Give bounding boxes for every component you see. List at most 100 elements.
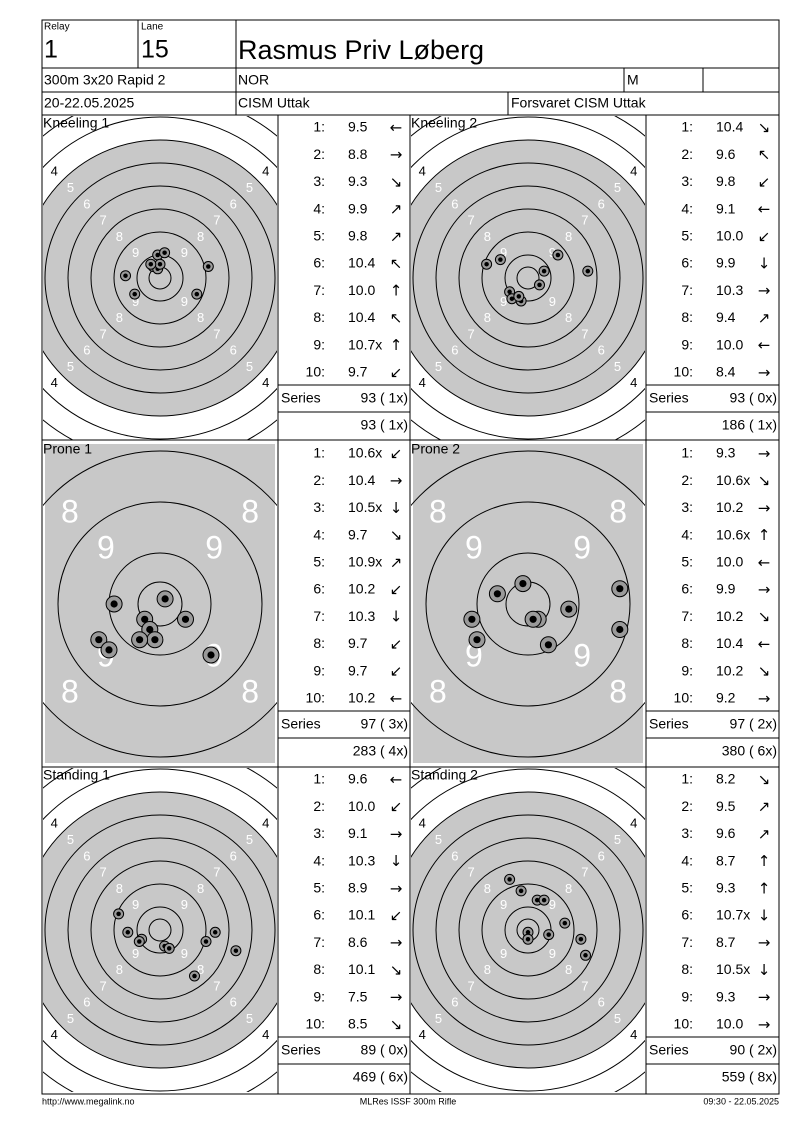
target-face	[413, 444, 643, 763]
ring-number: 4	[262, 375, 269, 390]
shot-number: 6:	[681, 907, 693, 923]
ring-number: 6	[83, 848, 90, 863]
ring	[504, 254, 552, 302]
shot-direction: ↑	[758, 852, 771, 870]
shot-score: 10.7x	[348, 336, 382, 352]
shot-center	[583, 953, 588, 958]
ring-number: 8	[116, 310, 123, 325]
shot-score: 8.2	[716, 771, 736, 787]
ring-number: 9	[181, 946, 188, 961]
shot-direction: →	[390, 146, 403, 164]
shot-center	[161, 595, 169, 603]
ring-number: 4	[630, 375, 637, 390]
shot-center	[207, 651, 215, 659]
ring-number: 8	[484, 881, 491, 896]
shot-score: 9.3	[716, 445, 736, 461]
shot-score: 8.5	[348, 1016, 368, 1032]
shot-center	[507, 877, 512, 882]
shot-direction: ↓	[758, 961, 771, 979]
ring-number: 9	[205, 529, 223, 565]
shot-score: 9.7	[348, 662, 368, 678]
shot-number: 2:	[313, 146, 325, 162]
ring-number: 7	[467, 326, 474, 341]
shot-score: 10.6x	[348, 445, 382, 461]
shot-number: 4:	[313, 526, 325, 542]
ring-number: 5	[614, 1011, 621, 1026]
shot-score: 10.4	[716, 119, 743, 135]
ring	[411, 116, 645, 440]
ring	[57, 501, 263, 707]
shot-center	[468, 615, 476, 623]
ring-number: 6	[598, 196, 605, 211]
shot-number: 6:	[313, 581, 325, 597]
shot-direction: →	[758, 282, 771, 300]
shot-direction: ↘	[758, 472, 771, 490]
shot-score: 10.0	[348, 282, 375, 298]
shot-score: 9.4	[716, 309, 736, 325]
shot-direction: ↙	[390, 662, 403, 680]
shot-center	[137, 939, 142, 944]
shot-number: 2:	[681, 146, 693, 162]
ring-number: 6	[598, 995, 605, 1010]
ring-number: 6	[451, 995, 458, 1010]
shot-center	[562, 920, 568, 926]
shot-score: 10.4	[348, 309, 375, 325]
shot-direction: ↓	[758, 255, 771, 273]
shot-direction: ↗	[758, 309, 771, 327]
shot-direction: ←	[390, 119, 403, 137]
shot-direction: ↗	[758, 798, 771, 816]
shot-number: 5:	[681, 880, 693, 896]
shot-number: 10:	[674, 364, 693, 380]
ring-number: 8	[116, 881, 123, 896]
shot-direction: ←	[390, 689, 403, 707]
ring	[411, 450, 645, 758]
shot-direction: →	[758, 988, 771, 1006]
shot-direction: ↘	[390, 173, 403, 191]
shot-score: 10.6x	[716, 472, 750, 488]
shot-direction: →	[758, 1015, 771, 1033]
ring	[67, 185, 253, 371]
target-title: Prone 1	[43, 441, 92, 457]
shot-score: 8.6	[348, 934, 368, 950]
ring	[411, 139, 645, 417]
relay-label: Relay	[44, 22, 70, 33]
ring	[67, 837, 253, 1023]
shot-direction: ↙	[390, 907, 403, 925]
shot-direction: ↙	[390, 581, 403, 599]
series-label: Series	[281, 390, 321, 406]
shot-score: 9.5	[716, 798, 736, 814]
ring-number: 4	[262, 1027, 269, 1042]
shot-score: 9.3	[348, 173, 368, 189]
ring-number: 8	[429, 493, 447, 529]
shot-score: 7.5	[348, 988, 368, 1004]
shot-number: 6:	[313, 255, 325, 271]
shot-center	[206, 264, 211, 269]
shooter-name: Rasmus Priv Løberg	[238, 35, 484, 65]
ring-number: 9	[573, 529, 591, 565]
ring-number: 4	[630, 164, 637, 179]
ring-number: 6	[230, 995, 237, 1010]
shot-score: 9.9	[348, 200, 368, 216]
shot-number: 5:	[681, 228, 693, 244]
shot-number: 10:	[306, 690, 325, 706]
shot-center	[616, 585, 624, 593]
ring	[43, 139, 277, 417]
shot-center	[181, 615, 190, 623]
ring-number: 8	[197, 881, 204, 896]
shot-number: 4:	[681, 200, 693, 216]
ring	[458, 860, 598, 1000]
shot-center	[166, 946, 172, 951]
inner-ten	[516, 266, 540, 290]
ring	[458, 208, 598, 348]
shot-number: 5:	[313, 880, 325, 896]
shot-number: 9:	[313, 336, 325, 352]
shot-center	[534, 897, 540, 903]
shot-number: 7:	[681, 934, 693, 950]
shot-center	[155, 252, 160, 258]
ring-number: 8	[484, 310, 491, 325]
shot-score: 9.3	[716, 880, 736, 896]
shot-score: 8.4	[716, 364, 736, 380]
shot-number: 8:	[681, 309, 693, 325]
shot-center	[194, 291, 200, 297]
